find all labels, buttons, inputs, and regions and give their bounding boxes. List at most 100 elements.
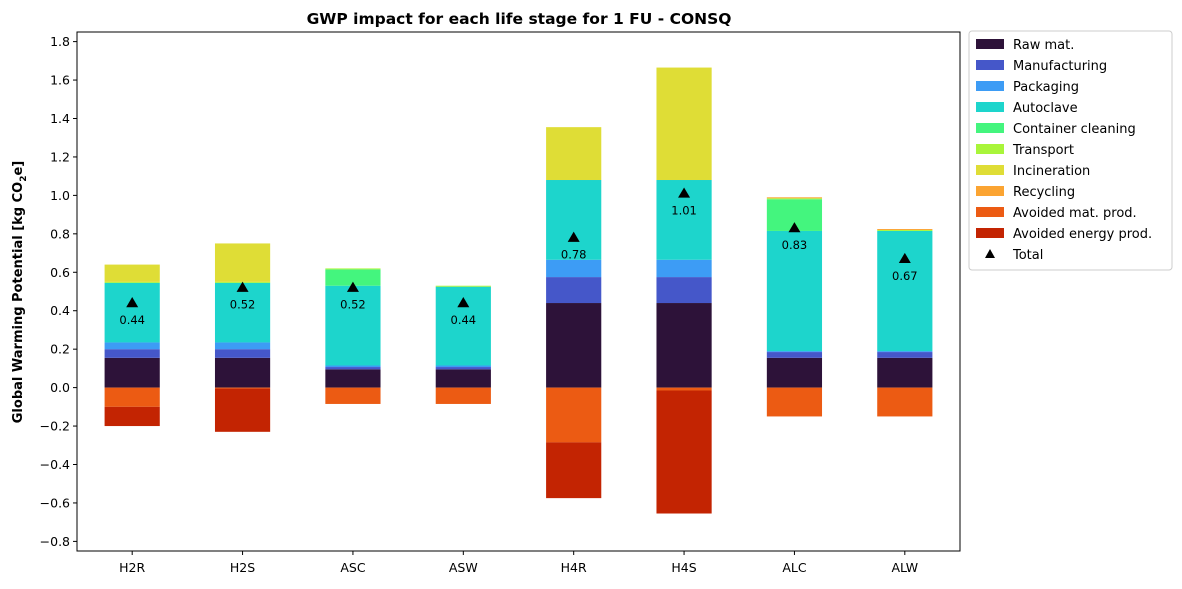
- bar-segment: [104, 387, 160, 407]
- bar-segment: [435, 367, 491, 370]
- y-tick-label: 0.2: [50, 342, 70, 357]
- y-tick-label: −0.4: [40, 457, 70, 472]
- y-tick-label: 0.8: [50, 226, 70, 241]
- total-label: 1.01: [671, 203, 697, 217]
- bar-segment: [104, 281, 160, 283]
- total-label: 0.83: [782, 238, 808, 252]
- total-marker: [678, 187, 691, 198]
- bar-segment: [877, 229, 933, 231]
- bar-segment: [435, 387, 491, 404]
- bar-segment: [877, 229, 933, 230]
- bar-segment: [214, 357, 271, 388]
- legend-swatch: [976, 144, 1004, 154]
- legend-label: Autoclave: [1013, 101, 1078, 116]
- legend-label: Packaging: [1013, 80, 1079, 95]
- total-marker: [898, 252, 911, 264]
- bar-segment: [435, 285, 491, 287]
- legend-swatch: [976, 60, 1004, 70]
- legend-swatch: [976, 186, 1004, 196]
- bar-segment: [214, 387, 271, 389]
- bar-segment: [104, 357, 160, 388]
- bar-segment: [325, 387, 381, 404]
- total-label: 0.67: [892, 269, 918, 283]
- x-tick-label: H4R: [561, 560, 587, 575]
- bar-segment: [656, 303, 712, 388]
- x-tick-label: H2R: [119, 560, 145, 575]
- bar-segment: [435, 369, 491, 388]
- bar-segment: [766, 352, 823, 358]
- y-tick-label: −0.2: [40, 419, 70, 434]
- total-label: 0.78: [561, 248, 587, 262]
- x-tick-label: H2S: [230, 560, 255, 575]
- bar-segment: [877, 357, 933, 388]
- y-tick-label: −0.6: [40, 495, 70, 510]
- legend-total-marker: [985, 249, 995, 258]
- total-marker: [236, 281, 249, 292]
- bar-segment: [104, 349, 160, 358]
- total-label: 0.52: [340, 298, 366, 312]
- y-tick-label: 1.2: [50, 149, 70, 164]
- y-axis-label: Global Warming Potential [kg CO2e]: [11, 161, 29, 423]
- bar-segment: [546, 303, 602, 388]
- legend-label: Transport: [1012, 143, 1074, 158]
- y-tick-label: 0.0: [50, 380, 70, 395]
- bar-segment: [325, 367, 381, 370]
- bar-segment: [656, 277, 712, 304]
- bar-segment: [656, 390, 712, 514]
- bar-segment: [766, 351, 823, 353]
- legend: Raw mat. Manufacturing Packaging Autoclave C…: [968, 30, 1173, 271]
- legend-label: Avoided energy prod.: [1013, 227, 1152, 242]
- bar-segment: [104, 406, 160, 427]
- bar-segment: [214, 282, 271, 343]
- chart-title: GWP impact for each life stage for 1 FU …: [307, 10, 732, 28]
- total-label: 0.52: [230, 298, 256, 312]
- total-marker: [346, 281, 359, 292]
- total-marker: [567, 231, 580, 242]
- total-label: 0.44: [451, 313, 477, 327]
- bar-segment: [325, 269, 381, 286]
- totals-layer: 0.44 0.52 0.52 0.44 0.78 1.01 0.83 0.67: [119, 187, 918, 327]
- bar-segment: [325, 285, 381, 366]
- bar-segment: [104, 342, 160, 350]
- bar-segment: [325, 365, 381, 368]
- bar-segment: [214, 243, 271, 282]
- total-label: 0.44: [119, 313, 145, 327]
- y-tick-label: 1.8: [50, 34, 70, 49]
- bar-segment: [546, 127, 602, 181]
- bar-segment: [546, 180, 602, 260]
- bar-segment: [766, 197, 823, 199]
- legend-label-total: Total: [1012, 248, 1043, 263]
- total-marker: [788, 222, 801, 233]
- bar-segment: [766, 230, 823, 352]
- y-tick-label: 1.0: [50, 188, 70, 203]
- bar-segment: [104, 264, 160, 282]
- legend-label: Incineration: [1013, 164, 1090, 179]
- x-tick-label: ALW: [891, 560, 918, 575]
- bar-segment: [766, 198, 823, 200]
- bar-segment: [877, 351, 933, 353]
- x-tick-label: ALC: [782, 560, 807, 575]
- y-tick-label: 1.4: [50, 111, 70, 126]
- y-tick-label: 1.6: [50, 73, 70, 88]
- x-tick-label: H4S: [671, 560, 696, 575]
- bar-segment: [214, 349, 271, 358]
- bar-segment: [877, 230, 933, 352]
- legend-swatch: [976, 39, 1004, 49]
- x-tick-label: ASC: [340, 560, 365, 575]
- total-marker: [126, 297, 139, 308]
- legend-label: Avoided mat. prod.: [1013, 206, 1137, 221]
- legend-swatch: [976, 228, 1004, 238]
- axes-layer: −0.8 −0.6 −0.4 −0.2 0.0 0.2 0.4 0.6 0.8 1.0 1.2 1.4…: [40, 31, 961, 575]
- legend-label: Raw mat.: [1013, 38, 1074, 53]
- legend-frame: [968, 30, 1173, 271]
- legend-swatch: [976, 81, 1004, 91]
- bar-segment: [546, 259, 602, 278]
- legend-swatch: [976, 123, 1004, 133]
- bar-segment: [325, 369, 381, 388]
- y-tick-label: 0.6: [50, 265, 70, 280]
- bar-segment: [325, 268, 381, 270]
- bar-segment: [766, 387, 823, 417]
- bar-segment: [656, 259, 712, 278]
